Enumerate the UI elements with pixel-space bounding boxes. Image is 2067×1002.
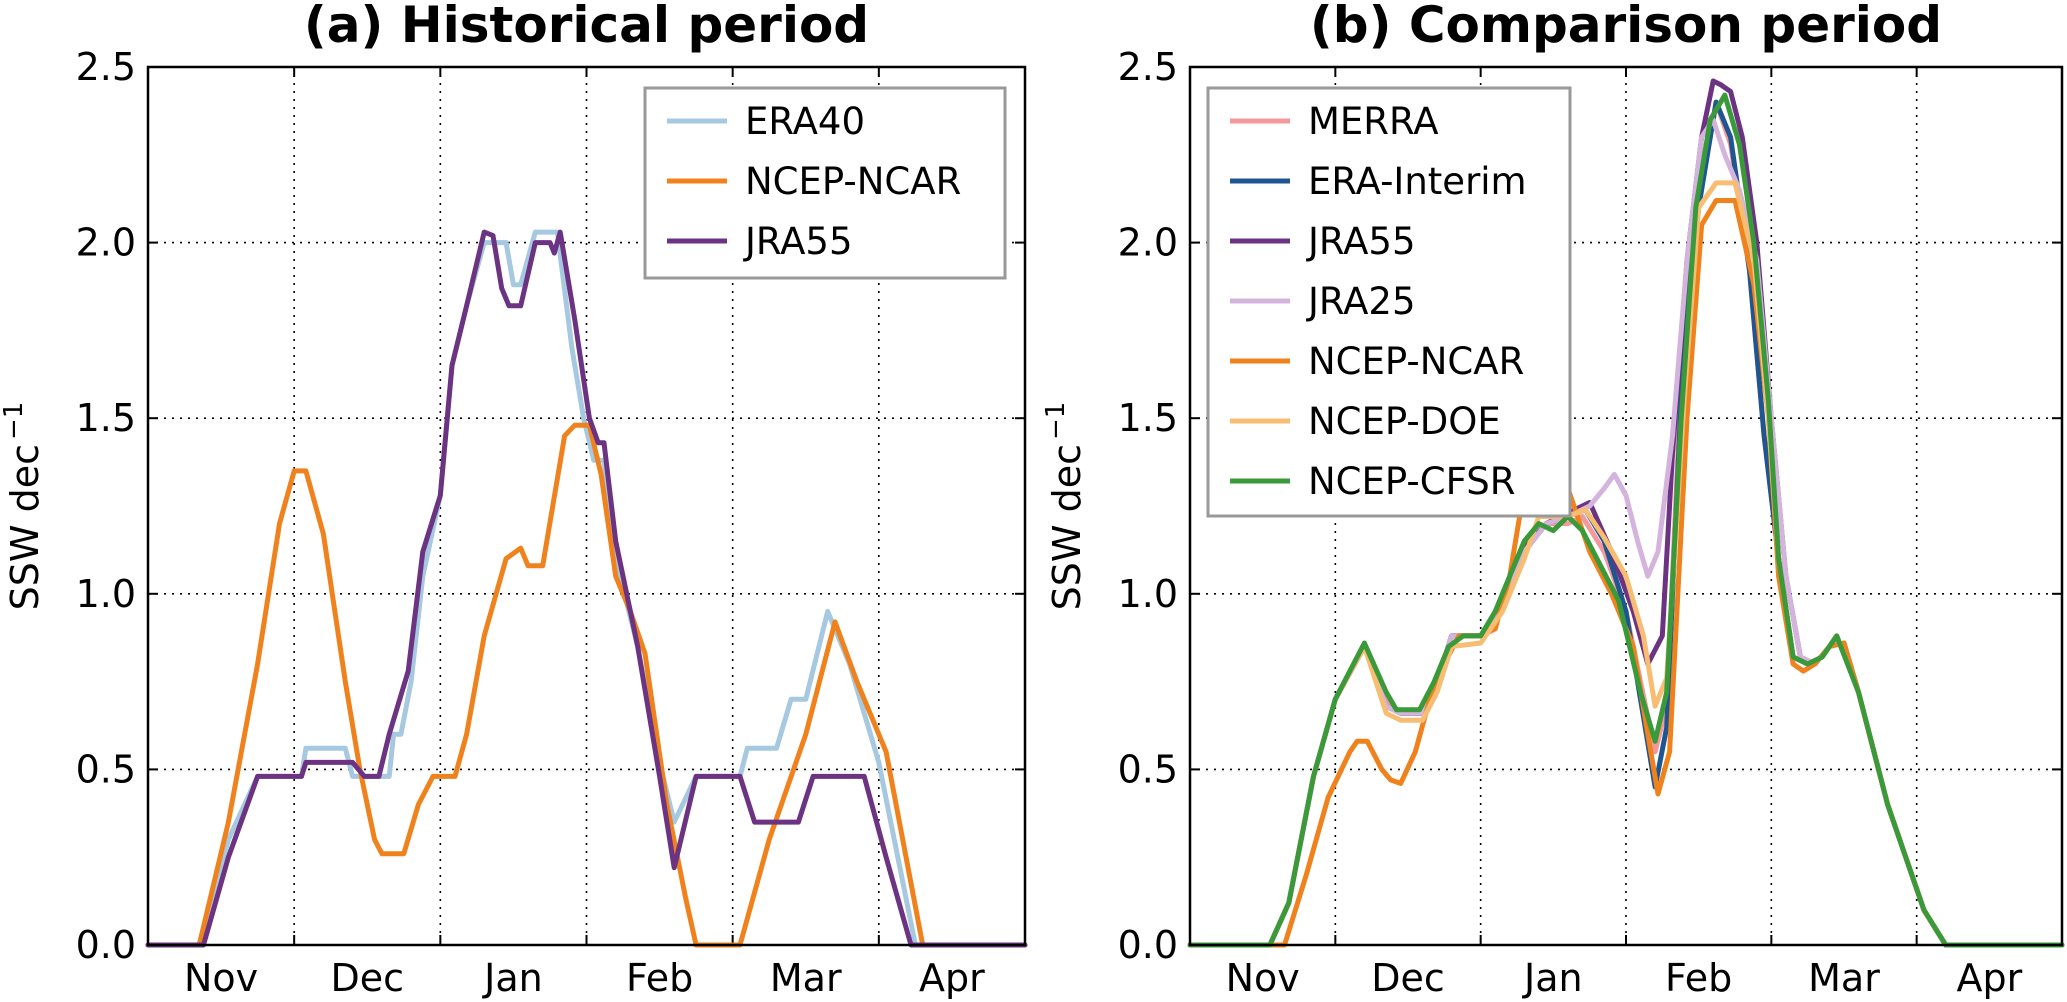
x-tick-label: Jan (1522, 956, 1583, 1000)
legend-label-jra55: JRA55 (1306, 220, 1416, 263)
y-tick-label: 2.0 (1118, 221, 1178, 265)
y-axis-label-text: SSW dec (3, 444, 47, 610)
x-tick-label: Feb (626, 956, 693, 1000)
x-tick-label: Dec (1371, 956, 1445, 1000)
plot-frame (1188, 65, 2064, 947)
legend-label-era40: ERA40 (745, 100, 865, 143)
x-tick-label: Mar (1808, 956, 1880, 1000)
legend-label-jra25: JRA25 (1306, 280, 1416, 323)
x-tick-label: Feb (1665, 956, 1732, 1000)
y-tick-label: 0.5 (76, 747, 136, 791)
legend-label-merra: MERRA (1308, 100, 1439, 143)
y-axis-label: SSW dec −1 (0, 402, 47, 611)
x-tick-label: Apr (1956, 956, 2022, 1000)
legend-label-era-interim: ERA-Interim (1308, 160, 1527, 203)
y-tick-label: 0.5 (1118, 747, 1178, 791)
x-tick-label: Dec (330, 956, 404, 1000)
y-tick-label: 2.5 (76, 45, 136, 89)
legend: ERA40 NCEP-NCAR JRA55 (643, 86, 1007, 280)
plot-frame (146, 65, 1027, 947)
legend-label-ncep-ncar: NCEP-NCAR (1308, 340, 1524, 383)
x-tick-label: Mar (770, 956, 842, 1000)
legend-label-ncep-doe: NCEP-DOE (1308, 400, 1501, 443)
x-tick-label: Nov (1226, 956, 1300, 1000)
series-line-ncep-cfsr (1187, 92, 2065, 948)
y-axis-label: SSW dec −1 (1041, 402, 1089, 611)
x-tick-label: Jan (482, 956, 543, 1000)
y-tick-label: 1.0 (1118, 572, 1178, 616)
chart-title: (a) Historical period (304, 0, 869, 54)
x-tick-label: Apr (919, 956, 985, 1000)
series-line-ncep-ncar (1187, 198, 2065, 948)
x-tick-label: Nov (184, 956, 258, 1000)
series-line-ncep-ncar (145, 422, 1028, 948)
legend-label-jra55: JRA55 (743, 220, 853, 263)
series-line-era40 (145, 229, 1028, 948)
chart-title: (b) Comparison period (1310, 0, 1942, 54)
y-tick-label: 2.5 (1118, 45, 1178, 89)
y-tick-label: 1.5 (1118, 396, 1178, 440)
y-axis-label-text: SSW dec (1045, 444, 1089, 610)
y-tick-label: 0.0 (1118, 923, 1178, 967)
y-tick-label: 2.0 (76, 221, 136, 265)
y-tick-label: 1.0 (76, 572, 136, 616)
y-axis-label-superscript: −1 (1041, 402, 1071, 440)
panel-b: (b) Comparison period Nov Dec Jan Feb Mar Apr 0… (1041, 0, 2065, 1000)
legend: MERRA ERA-Interim JRA55 JRA25 NCEP-NCAR NCEP-… (1206, 86, 1572, 518)
legend-label-ncep-cfsr: NCEP-CFSR (1308, 460, 1515, 503)
panel-a: (a) Historical period Nov Dec Jan Feb Mar Apr 0… (0, 0, 1028, 1000)
y-tick-label: 1.5 (76, 396, 136, 440)
series-line-jra55 (145, 229, 1028, 948)
legend-label-ncep-ncar: NCEP-NCAR (745, 160, 961, 203)
y-axis-label-superscript: −1 (0, 402, 29, 440)
y-tick-label: 0.0 (76, 923, 136, 967)
